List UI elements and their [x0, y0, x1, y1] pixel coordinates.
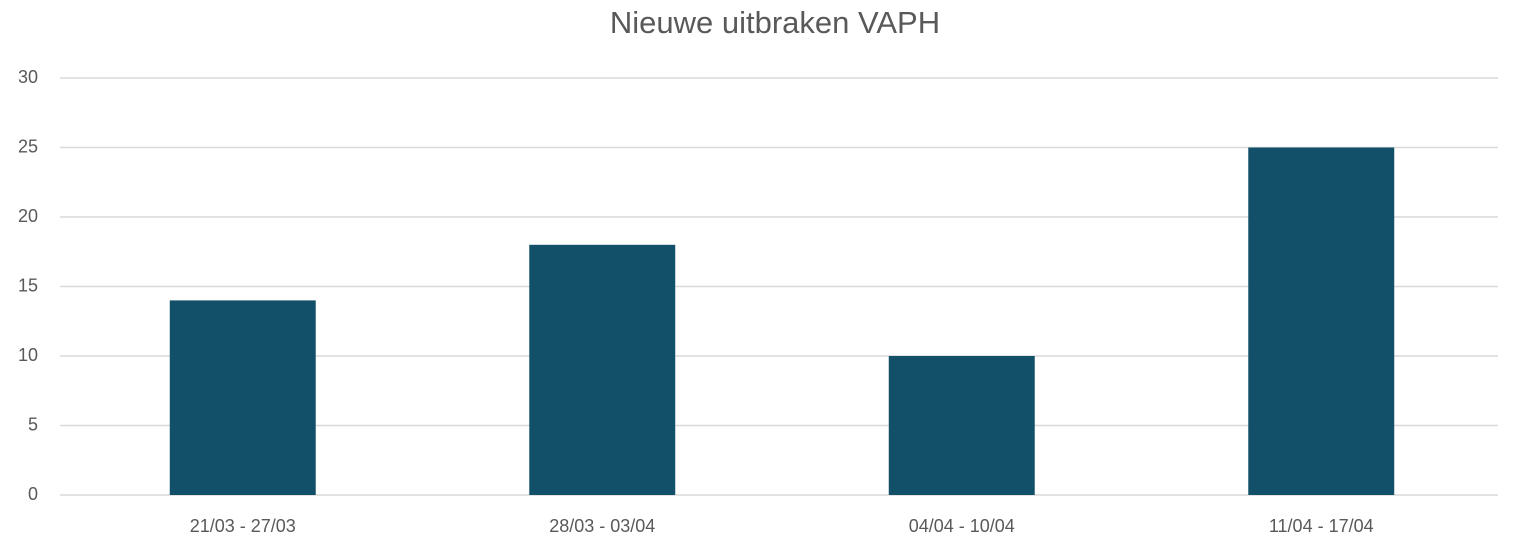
y-tick-label: 20	[18, 206, 38, 226]
y-tick-label: 25	[18, 136, 38, 156]
y-tick-label: 0	[28, 484, 38, 504]
x-tick-label: 04/04 - 10/04	[909, 516, 1015, 536]
y-tick-label: 10	[18, 345, 38, 365]
bar	[169, 300, 316, 495]
x-tick-label: 21/03 - 27/03	[190, 516, 296, 536]
chart-title: Nieuwe uitbraken VAPH	[610, 5, 940, 40]
y-tick-label: 5	[28, 414, 38, 434]
y-tick-label: 15	[18, 275, 38, 295]
x-tick-label: 28/03 - 03/04	[549, 516, 655, 536]
bar	[529, 244, 676, 495]
y-tick-label: 30	[18, 67, 38, 87]
bar	[1248, 147, 1395, 495]
x-tick-label: 11/04 - 17/04	[1269, 516, 1374, 536]
bar	[888, 356, 1035, 495]
